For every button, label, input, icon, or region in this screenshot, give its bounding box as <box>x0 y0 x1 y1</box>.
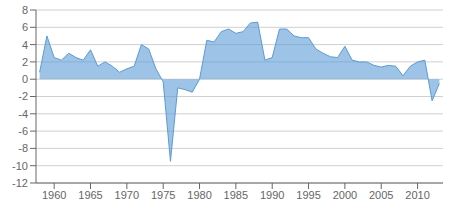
svg-text:1980: 1980 <box>187 189 211 201</box>
svg-text:-2: -2 <box>18 90 28 102</box>
svg-text:4: 4 <box>22 39 28 51</box>
svg-text:1960: 1960 <box>42 189 66 201</box>
svg-text:1975: 1975 <box>151 189 175 201</box>
svg-text:1965: 1965 <box>78 189 102 201</box>
svg-text:0: 0 <box>22 73 28 85</box>
svg-text:-4: -4 <box>18 108 28 120</box>
svg-text:1985: 1985 <box>224 189 248 201</box>
svg-text:-12: -12 <box>12 177 28 189</box>
svg-text:-8: -8 <box>18 142 28 154</box>
svg-text:6: 6 <box>22 21 28 33</box>
svg-text:1990: 1990 <box>260 189 284 201</box>
svg-text:2000: 2000 <box>333 189 357 201</box>
svg-text:8: 8 <box>22 4 28 16</box>
svg-text:2: 2 <box>22 56 28 68</box>
svg-text:-6: -6 <box>18 125 28 137</box>
svg-text:2005: 2005 <box>369 189 393 201</box>
svg-text:1995: 1995 <box>296 189 320 201</box>
svg-text:1970: 1970 <box>115 189 139 201</box>
svg-text:2010: 2010 <box>405 189 429 201</box>
svg-text:-10: -10 <box>12 160 28 172</box>
